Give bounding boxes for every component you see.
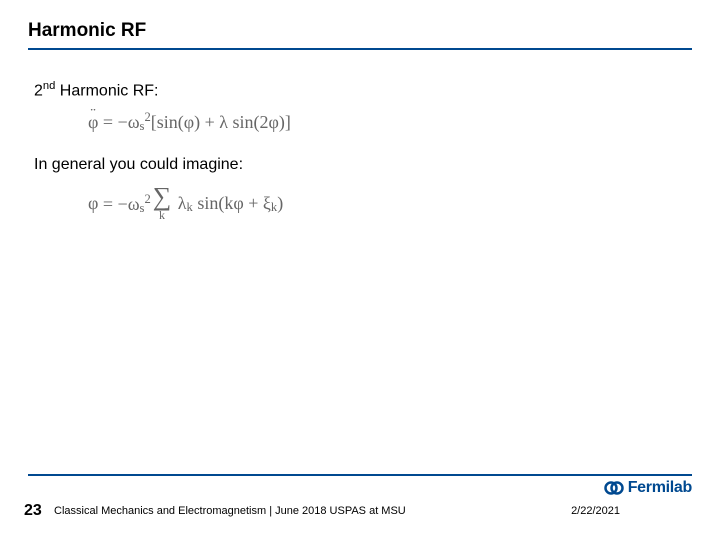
- slide: Harmonic RF 2nd Harmonic RF: ¨φ = −ωs2[s…: [0, 0, 720, 540]
- eq2-rhs: λ: [173, 193, 186, 213]
- fermilab-icon: [604, 478, 624, 498]
- body-line-1: 2nd Harmonic RF:: [34, 80, 692, 100]
- eq2-mid: sin(kφ + ξ: [193, 193, 271, 213]
- eq2-phi: φ: [88, 193, 98, 213]
- sigma-glyph: ∑: [153, 184, 172, 210]
- eq2-eq: = −ω: [98, 194, 139, 214]
- page-title: Harmonic RF: [28, 20, 692, 42]
- sum-symbol: ∑k: [153, 184, 172, 223]
- eq2-close: ): [277, 193, 283, 213]
- fermilab-logo: Fermilab: [604, 478, 692, 498]
- eq1-rest: [sin(φ) + λ sin(2φ)]: [151, 112, 291, 132]
- equation-1: ¨φ = −ωs2[sin(φ) + λ sin(2φ)]: [88, 110, 692, 134]
- slide-number: 23: [24, 502, 42, 520]
- logo-text: Fermilab: [628, 479, 692, 497]
- eq1-eq: = −ω: [98, 112, 139, 132]
- body-line-2: In general you could imagine:: [34, 156, 692, 174]
- eq2-sq: 2: [144, 192, 150, 206]
- footer: 23 Classical Mechanics and Electromagnet…: [0, 486, 720, 522]
- equation-2: ¨φ = −ωs2∑k λk sin(kφ + ξk): [88, 184, 692, 223]
- line1-sup: nd: [43, 80, 55, 92]
- line1-prefix: 2: [34, 82, 43, 99]
- footer-text: Classical Mechanics and Electromagnetism…: [54, 505, 406, 517]
- title-rule: [28, 48, 692, 50]
- line1-rest: Harmonic RF:: [55, 82, 158, 99]
- footer-date: 2/22/2021: [571, 505, 620, 517]
- footer-rule: [28, 474, 692, 476]
